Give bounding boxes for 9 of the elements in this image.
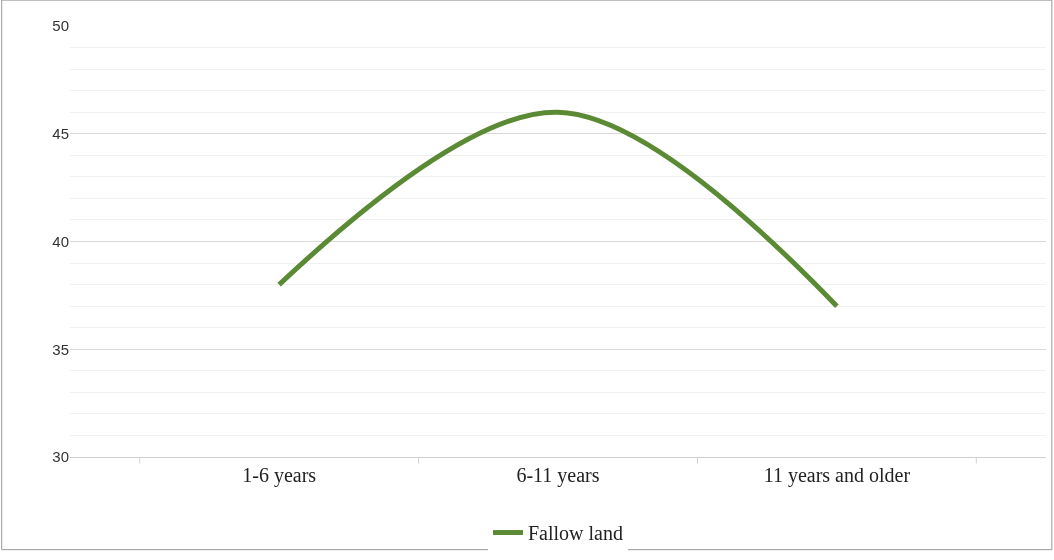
- x-tick-label: 11 years and older: [763, 464, 911, 487]
- x-tick-label: 1-6 years: [242, 464, 317, 487]
- y-tick-label: 50: [52, 17, 69, 35]
- y-tick-label: 30: [52, 448, 69, 466]
- x-tick-label: 6-11 years: [516, 464, 600, 487]
- y-tick-label: 35: [52, 340, 69, 358]
- y-tick-label: 45: [52, 125, 69, 142]
- y-tick-label: 40: [52, 232, 69, 250]
- legend-label: Fallow land: [528, 522, 623, 545]
